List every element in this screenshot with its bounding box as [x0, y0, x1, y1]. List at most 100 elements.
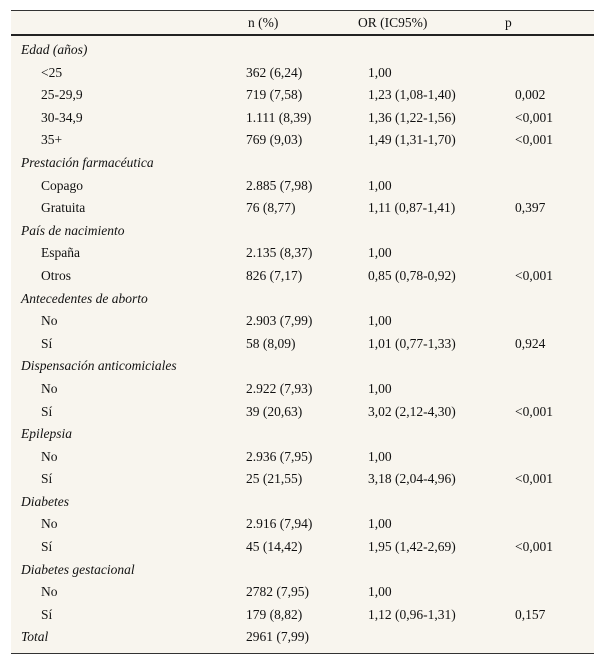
cell-p: <0,001 — [515, 471, 553, 487]
table-row: Copago 2.885 (7,98) 1,00 — [11, 174, 594, 197]
table-row: Sí 179 (8,82) 1,12 (0,96-1,31) 0,157 — [11, 603, 594, 626]
table-row: Gratuita 76 (8,77) 1,11 (0,87-1,41) 0,397 — [11, 196, 594, 219]
cell-or: 1,00 — [368, 516, 392, 532]
cell-label: Gratuita — [41, 200, 86, 216]
cell-p: <0,001 — [515, 403, 553, 419]
cell-or: 1,00 — [368, 584, 392, 600]
cell-or: 1,01 (0,77-1,33) — [368, 335, 456, 351]
cell-p: <0,001 — [515, 539, 553, 555]
cell-n: 362 (6,24) — [246, 64, 303, 80]
cell-label: Otros — [41, 267, 71, 283]
cell-or: 3,18 (2,04-4,96) — [368, 471, 456, 487]
cell-label: Total — [21, 629, 49, 645]
cell-label: No — [41, 584, 58, 600]
cell-label: 30-34,9 — [41, 109, 83, 125]
cell-p: 0,924 — [515, 335, 546, 351]
cell-label: Sí — [41, 335, 53, 351]
group-row: Edad (años) — [11, 38, 594, 61]
cell-n: 2.916 (7,94) — [246, 516, 313, 532]
table-row: Otros 826 (7,17) 0,85 (0,78-0,92) <0,001 — [11, 264, 594, 287]
table-row: Sí 39 (20,63) 3,02 (2,12-4,30) <0,001 — [11, 400, 594, 423]
group-row: País de nacimiento — [11, 219, 594, 242]
cell-n: 45 (14,42) — [246, 539, 303, 555]
group-row: Diabetes — [11, 490, 594, 513]
cell-label: No — [41, 448, 58, 464]
cell-label: Copago — [41, 177, 83, 193]
table-row: <25 362 (6,24) 1,00 — [11, 61, 594, 84]
cell-or: 1,00 — [368, 245, 392, 261]
cell-label: No — [41, 516, 58, 532]
cell-n: 2.885 (7,98) — [246, 177, 313, 193]
header-p: p — [505, 15, 512, 30]
group-row: Prestación farmacéutica — [11, 151, 594, 174]
cell-or: 1,12 (0,96-1,31) — [368, 606, 456, 622]
cell-n: 719 (7,58) — [246, 87, 303, 103]
cell-n: 826 (7,17) — [246, 267, 303, 283]
cell-n: 2.936 (7,95) — [246, 448, 313, 464]
cell-p: <0,001 — [515, 132, 553, 148]
cell-n: 2.135 (8,37) — [246, 245, 313, 261]
cell-n: 2961 (7,99) — [246, 629, 309, 645]
header-n: n (%) — [248, 15, 279, 30]
cell-n: 25 (21,55) — [246, 471, 303, 487]
cell-label: Dispensación anticomiciales — [21, 358, 177, 374]
cell-or: 1,11 (0,87-1,41) — [368, 200, 456, 216]
table-row: España 2.135 (8,37) 1,00 — [11, 241, 594, 264]
cell-or: 1,49 (1,31-1,70) — [368, 132, 456, 148]
table-row: Sí 25 (21,55) 3,18 (2,04-4,96) <0,001 — [11, 467, 594, 490]
cell-p: 0,157 — [515, 606, 546, 622]
cell-or: 1,23 (1,08-1,40) — [368, 87, 456, 103]
cell-label: No — [41, 380, 58, 396]
cell-n: 2.903 (7,99) — [246, 313, 313, 329]
total-row: Total 2961 (7,99) — [11, 625, 594, 648]
cell-p: <0,001 — [515, 267, 553, 283]
cell-or: 3,02 (2,12-4,30) — [368, 403, 456, 419]
table-header: n (%) OR (IC95%) p — [11, 11, 594, 36]
cell-label: Edad (años) — [21, 42, 88, 57]
group-row: Epilepsia — [11, 422, 594, 445]
table-row: Sí 58 (8,09) 1,01 (0,77-1,33) 0,924 — [11, 332, 594, 355]
group-row: Antecedentes de aborto — [11, 287, 594, 310]
cell-p: 0,397 — [515, 200, 546, 216]
cell-label: Diabetes — [21, 493, 69, 509]
table-row: No 2.916 (7,94) 1,00 — [11, 512, 594, 535]
cell-or: 1,95 (1,42-2,69) — [368, 539, 456, 555]
table-body: Edad (años) <25 362 (6,24) 1,00 25-29,9 719 (… — [11, 36, 594, 653]
cell-n: 2.922 (7,93) — [246, 380, 313, 396]
cell-label: País de nacimiento — [21, 222, 125, 238]
cell-or: 1,00 — [368, 380, 392, 396]
cell-or: 1,36 (1,22-1,56) — [368, 109, 456, 125]
table-row: No 2.922 (7,93) 1,00 — [11, 377, 594, 400]
cell-n: 179 (8,82) — [246, 606, 303, 622]
cell-label: Antecedentes de aborto — [21, 290, 148, 306]
cell-p: 0,002 — [515, 87, 546, 103]
cell-label: Prestación farmacéutica — [21, 154, 154, 170]
cell-label: 25-29,9 — [41, 87, 83, 103]
cell-n: 58 (8,09) — [246, 335, 296, 351]
cell-n: 1.111 (8,39) — [246, 109, 312, 125]
cell-label: Epilepsia — [21, 426, 72, 442]
table-row: No 2.936 (7,95) 1,00 — [11, 445, 594, 468]
cell-p: <0,001 — [515, 109, 553, 125]
cell-n: 769 (9,03) — [246, 132, 303, 148]
results-table: n (%) OR (IC95%) p Edad (años) <25 362 (6,… — [11, 10, 594, 655]
table-row: No 2.903 (7,99) 1,00 — [11, 309, 594, 332]
cell-label: Sí — [41, 606, 53, 622]
cell-or: 1,00 — [368, 313, 392, 329]
table-row: 35+ 769 (9,03) 1,49 (1,31-1,70) <0,001 — [11, 128, 594, 151]
cell-label: <25 — [41, 64, 63, 80]
cell-label: Diabetes gestacional — [21, 561, 135, 577]
table-row: No 2782 (7,95) 1,00 — [11, 580, 594, 603]
cell-label: Sí — [41, 403, 53, 419]
cell-label: España — [41, 245, 80, 261]
cell-n: 39 (20,63) — [246, 403, 303, 419]
cell-or: 0,85 (0,78-0,92) — [368, 267, 456, 283]
cell-label: 35+ — [41, 132, 63, 148]
cell-label: Sí — [41, 471, 53, 487]
cell-n: 2782 (7,95) — [246, 584, 309, 600]
group-row: Diabetes gestacional — [11, 558, 594, 581]
header-or: OR (IC95%) — [358, 15, 428, 30]
cell-n: 76 (8,77) — [246, 200, 296, 216]
cell-or: 1,00 — [368, 448, 392, 464]
table-row: Sí 45 (14,42) 1,95 (1,42-2,69) <0,001 — [11, 535, 594, 558]
